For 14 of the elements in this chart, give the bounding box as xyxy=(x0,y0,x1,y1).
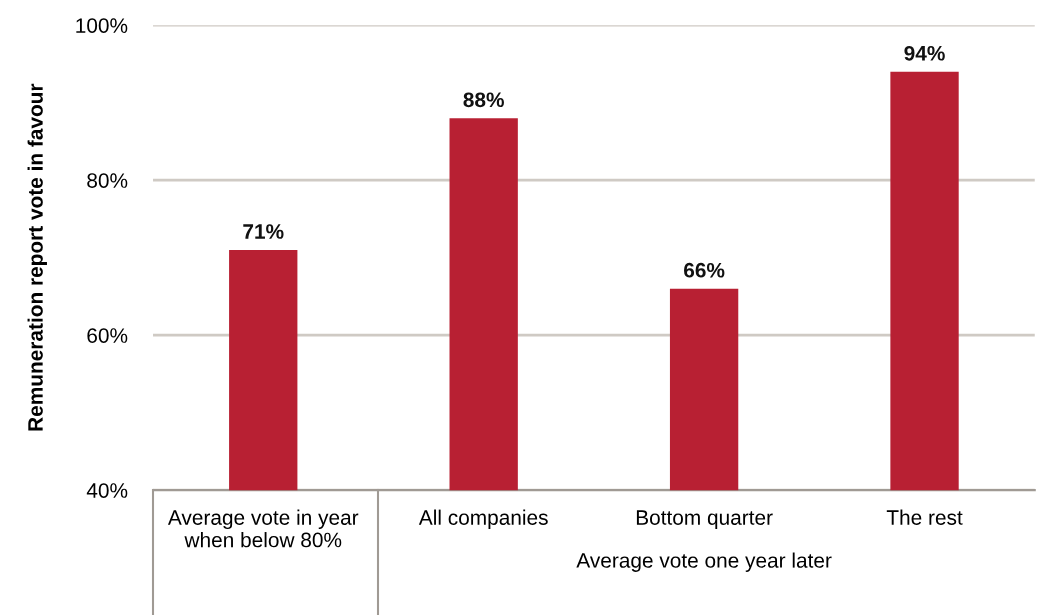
y-axis-title: Remuneration report vote in favour xyxy=(27,83,47,431)
data-label: 94% xyxy=(904,45,945,61)
data-label: 88% xyxy=(463,92,504,108)
x-tick-label: The rest xyxy=(886,509,963,525)
x-tick-label: Bottom quarter xyxy=(636,510,773,530)
x-tick-label: Average vote in year when below 80% xyxy=(167,509,359,548)
data-label: 66% xyxy=(684,262,725,278)
y-tick-label: 40% xyxy=(86,483,128,498)
y-tick-label: 80% xyxy=(87,173,128,188)
x-tick-label: All companies xyxy=(418,509,548,530)
data-label: 71% xyxy=(243,224,284,239)
y-tick-label: 60% xyxy=(87,328,128,343)
text: Average vote one year later xyxy=(576,552,832,572)
y-tick-label: 100% xyxy=(76,18,128,33)
